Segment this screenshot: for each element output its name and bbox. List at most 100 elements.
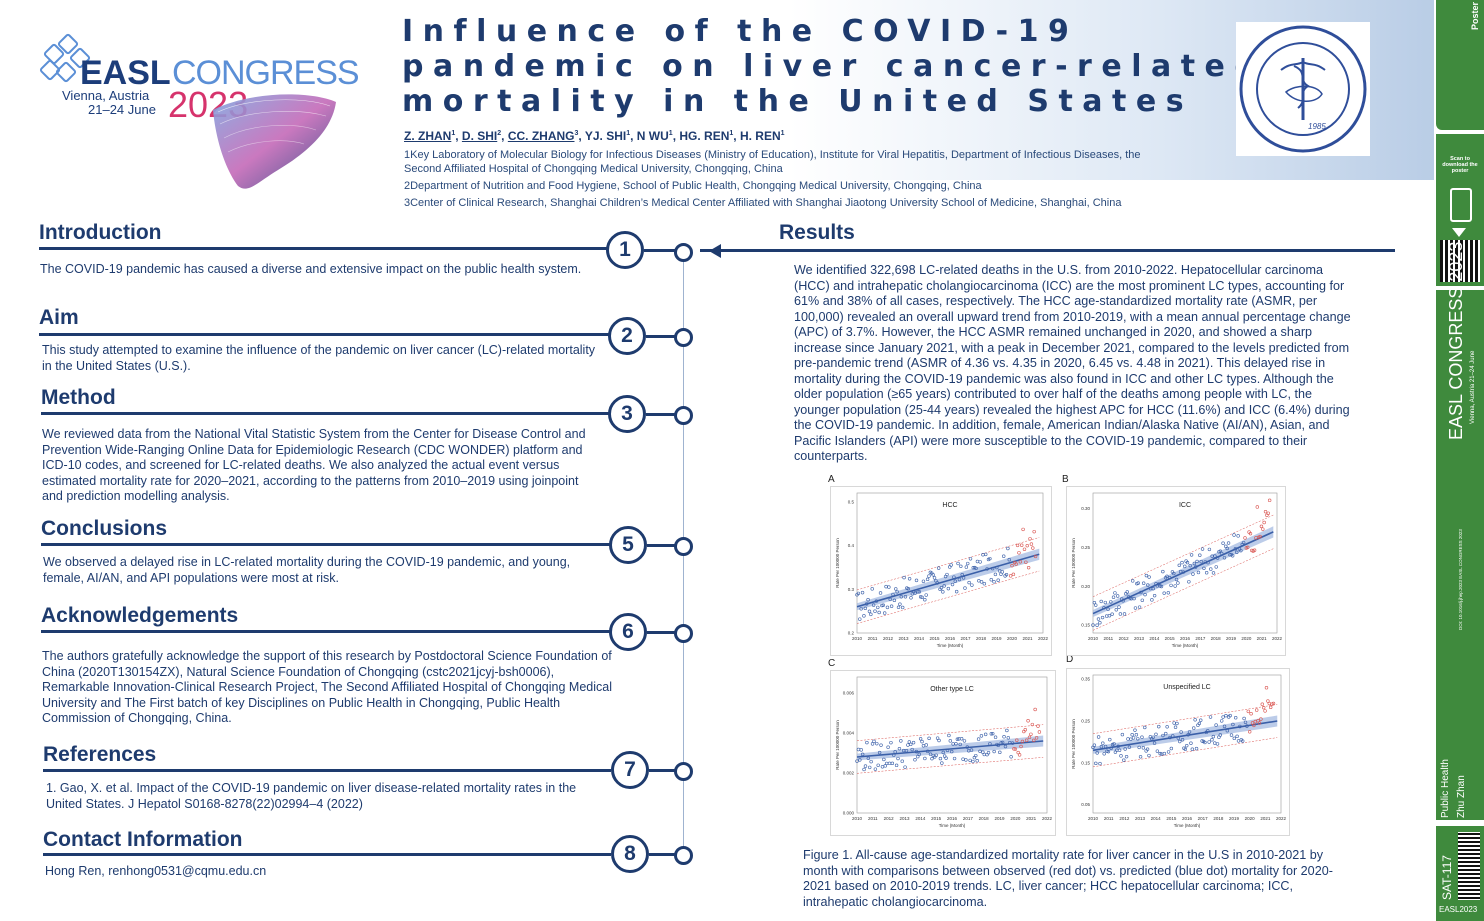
- observed-point: [1247, 730, 1252, 734]
- predicted-point: [1189, 553, 1194, 557]
- observed-point: [1017, 753, 1022, 757]
- affiliation-2: 2Department of Nutrition and Food Hygien…: [404, 180, 982, 192]
- predicted-point: [1232, 533, 1236, 537]
- predicted-point: [880, 603, 884, 608]
- results-figure: A B C D HCC 2010 2011 2012 2013 2014 2015 2016 2…: [822, 472, 1292, 842]
- x-tick-label: 2015: [1165, 636, 1176, 641]
- predicted-point: [899, 739, 903, 743]
- predicted-point: [893, 750, 897, 754]
- predicted-point: [1123, 747, 1127, 751]
- predicted-point: [975, 759, 979, 763]
- panel-label-c: C: [828, 658, 836, 669]
- timeline-dot: [674, 406, 693, 425]
- sidebar-scan-block[interactable]: Scan to download the poster: [1436, 134, 1484, 286]
- predicted-point: [952, 756, 957, 761]
- x-tick-label: 2019: [991, 636, 1002, 641]
- predicted-point: [1196, 570, 1201, 575]
- timeline-connector: [649, 853, 677, 856]
- observed-point: [1266, 511, 1270, 515]
- observed-point: [1248, 531, 1253, 536]
- timeline-connector: [646, 413, 676, 416]
- arrow-left-icon: [709, 244, 721, 258]
- author-name: HG. REN: [679, 129, 730, 143]
- predicted-point: [904, 748, 909, 753]
- logo-congress: CONGRESS: [172, 54, 360, 92]
- seal-year: 1985: [1308, 122, 1326, 131]
- predicted-point: [1095, 623, 1099, 627]
- predicted-point: [1231, 722, 1235, 727]
- x-tick-label: 2014: [914, 636, 925, 641]
- predicted-point: [991, 731, 995, 736]
- predicted-point: [1236, 739, 1241, 743]
- predicted-point: [974, 566, 978, 571]
- predicted-point: [1100, 615, 1105, 620]
- predicted-point: [1167, 576, 1172, 580]
- affiliation-1: 1Key Laboratory of Molecular Biology for…: [404, 149, 1141, 175]
- predicted-point: [1124, 754, 1129, 759]
- logo-easl: EASL: [80, 54, 171, 92]
- timeline-connector: [649, 769, 677, 772]
- predicted-point: [877, 610, 881, 615]
- observed-point: [1263, 509, 1268, 514]
- predicted-point: [1162, 751, 1167, 756]
- predicted-point: [1136, 737, 1140, 741]
- predicted-point: [934, 753, 938, 757]
- predicted-point: [932, 576, 937, 580]
- timeline-connector: [647, 544, 677, 547]
- predicted-point: [935, 581, 939, 585]
- sidebar-brand: Poster SessionOnline: [1470, 0, 1480, 30]
- predicted-point: [878, 591, 883, 595]
- y-tick-label: 0.15: [1081, 623, 1090, 628]
- observed-point: [1258, 534, 1262, 539]
- predicted-point: [1091, 623, 1095, 627]
- x-tick-label: 2022: [1038, 636, 1049, 641]
- predicted-point: [1106, 607, 1110, 611]
- predicted-point: [866, 756, 871, 761]
- author-list: Z. ZHAN1, D. SHI2, CC. ZHANG3, YJ. SHI1,…: [404, 129, 785, 143]
- observed-point: [1243, 536, 1247, 540]
- predicted-point: [875, 741, 879, 746]
- qr-code[interactable]: [1440, 240, 1480, 282]
- predicted-point: [1211, 571, 1216, 575]
- observed-point: [1261, 705, 1266, 710]
- predicted-point: [1192, 726, 1196, 730]
- predicted-point: [1108, 737, 1112, 742]
- predicted-point: [892, 753, 896, 757]
- predicted-point: [1094, 603, 1098, 607]
- predicted-point: [948, 739, 953, 743]
- figure-caption: Figure 1. All-cause age-standardized mor…: [803, 848, 1333, 909]
- x-tick-label: 2013: [899, 816, 910, 821]
- predicted-point: [946, 586, 951, 591]
- prediction-bound: [1092, 737, 1278, 768]
- predicted-point: [1187, 580, 1191, 584]
- y-tick-label: 0.5: [848, 499, 855, 504]
- predicted-point: [984, 552, 988, 557]
- predicted-point: [1180, 560, 1184, 565]
- predicted-point: [1207, 740, 1211, 744]
- university-seal: 1985: [1236, 22, 1370, 156]
- observed-point: [1249, 711, 1253, 716]
- y-axis-label: Rate Per 100000 Person: [835, 720, 840, 770]
- predicted-point: [1131, 579, 1135, 583]
- predicted-point: [1146, 583, 1150, 587]
- sidebar-code-block: SAT-117 EASL2023: [1436, 826, 1484, 921]
- predicted-point: [866, 598, 870, 602]
- predicted-point: [941, 750, 945, 755]
- predicted-point: [1162, 591, 1166, 595]
- predicted-point: [974, 753, 978, 758]
- predicted-point: [1141, 746, 1146, 750]
- predicted-point: [1215, 742, 1220, 746]
- predicted-point: [1010, 741, 1015, 745]
- section-number-badge: 8: [611, 835, 649, 873]
- x-tick-label: 2011: [1104, 816, 1114, 821]
- contact-title: Contact Information: [43, 828, 243, 851]
- predicted-point: [1147, 753, 1151, 758]
- predicted-point: [1111, 595, 1116, 599]
- x-axis-label: Time (Month): [1174, 823, 1201, 828]
- predicted-point: [903, 595, 908, 599]
- predicted-point: [1114, 608, 1118, 612]
- predicted-point: [958, 742, 962, 747]
- x-tick-label: 2017: [1198, 816, 1209, 821]
- predicted-point: [1194, 746, 1199, 751]
- predicted-point: [1202, 566, 1206, 570]
